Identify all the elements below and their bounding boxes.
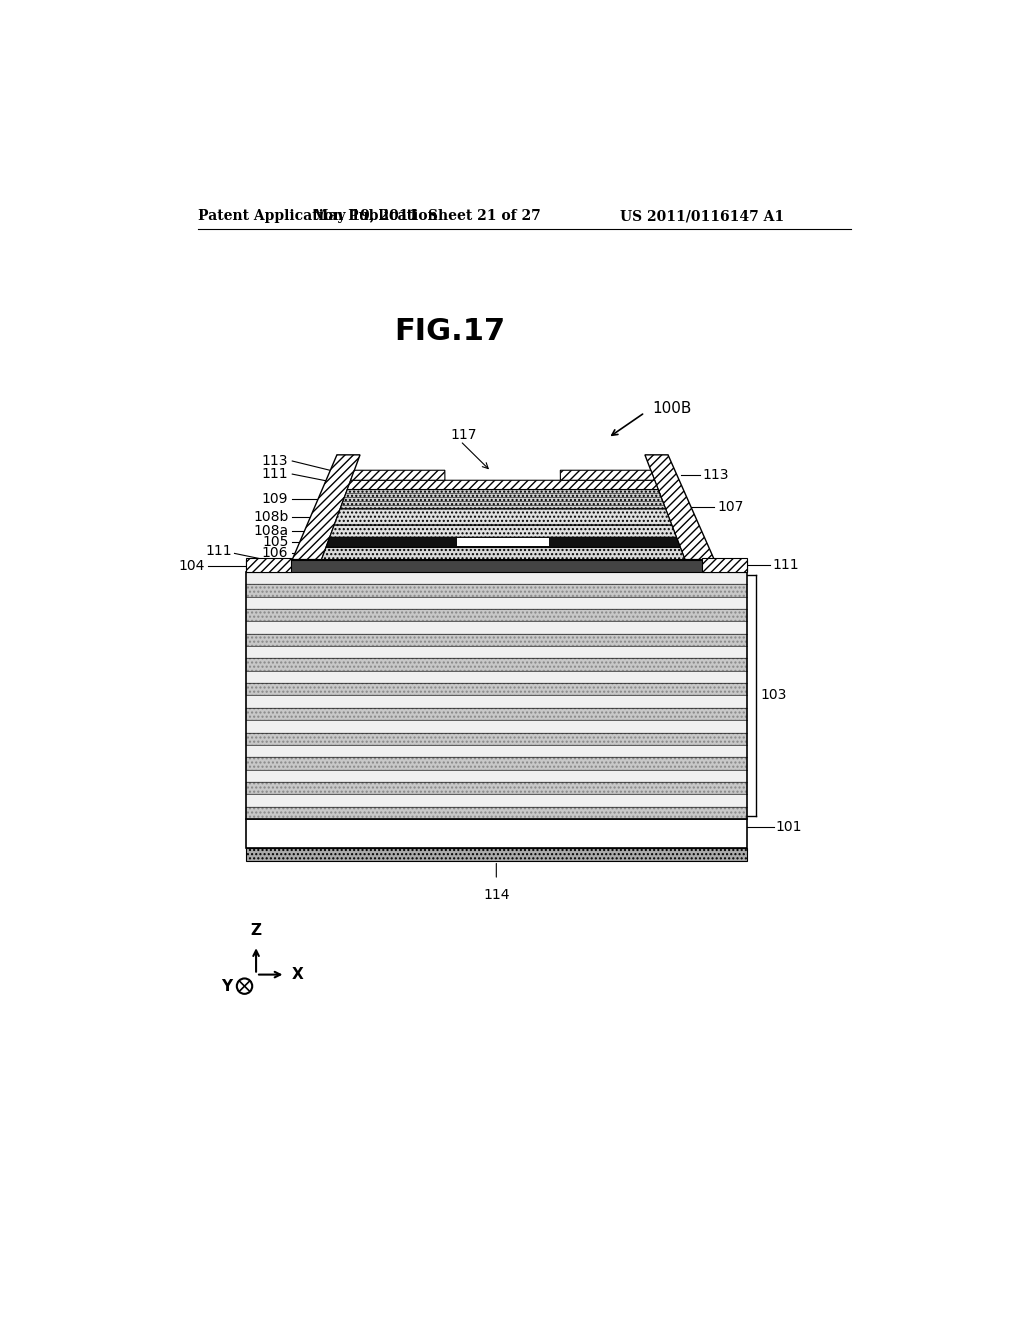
Polygon shape (322, 548, 685, 560)
Bar (246, 609, 746, 622)
Polygon shape (645, 455, 714, 560)
Polygon shape (560, 470, 654, 480)
Bar (246, 585, 746, 597)
Bar (246, 847, 746, 861)
Text: 104: 104 (178, 558, 205, 573)
Text: 108b: 108b (253, 510, 289, 524)
Bar (246, 758, 746, 770)
Bar (246, 572, 746, 585)
Polygon shape (292, 455, 360, 560)
Bar (246, 622, 746, 634)
Bar (246, 684, 746, 696)
Text: Y: Y (221, 978, 232, 994)
Bar (246, 807, 746, 818)
Polygon shape (350, 470, 444, 480)
Bar (457, 539, 549, 546)
Text: 103: 103 (761, 689, 786, 702)
Text: 108a: 108a (253, 524, 289, 539)
Bar (246, 558, 291, 572)
Bar (246, 733, 746, 744)
Bar (246, 795, 746, 807)
Bar (246, 634, 746, 645)
Text: 109: 109 (262, 492, 289, 506)
Text: 113: 113 (702, 469, 729, 482)
Bar (246, 744, 746, 758)
Bar (246, 807, 746, 818)
Polygon shape (340, 490, 666, 508)
Text: 113: 113 (262, 454, 289, 469)
Text: 101: 101 (776, 820, 803, 834)
Bar (246, 585, 746, 597)
Bar (246, 634, 746, 645)
Text: US 2011/0116147 A1: US 2011/0116147 A1 (620, 209, 783, 223)
Polygon shape (347, 480, 658, 490)
Bar (246, 645, 746, 659)
Text: 107: 107 (717, 500, 743, 515)
Bar (246, 721, 746, 733)
Bar (246, 696, 746, 708)
Bar (246, 781, 746, 795)
Bar (246, 818, 746, 847)
Text: 117: 117 (451, 428, 477, 442)
Text: 111: 111 (262, 467, 289, 480)
Bar (246, 684, 746, 696)
Bar (246, 671, 746, 684)
Bar (701, 558, 746, 572)
Text: Z: Z (251, 923, 261, 937)
Text: 111: 111 (772, 558, 799, 572)
Bar (246, 609, 746, 622)
Text: May 19, 2011  Sheet 21 of 27: May 19, 2011 Sheet 21 of 27 (313, 209, 541, 223)
Bar (246, 597, 746, 609)
Polygon shape (334, 508, 672, 525)
Bar (246, 733, 746, 744)
Bar (246, 560, 746, 572)
Bar (246, 708, 746, 721)
Bar (246, 758, 746, 770)
Polygon shape (330, 525, 677, 537)
Text: 100B: 100B (652, 401, 692, 416)
Bar (246, 770, 746, 781)
Text: FIG.17: FIG.17 (394, 317, 506, 346)
Bar (246, 659, 746, 671)
Text: 105: 105 (262, 535, 289, 549)
Bar (246, 708, 746, 721)
Text: 111: 111 (206, 544, 232, 558)
Text: 106: 106 (262, 546, 289, 561)
Bar (246, 659, 746, 671)
Text: 114: 114 (483, 887, 510, 902)
Text: X: X (292, 968, 303, 982)
Text: Patent Application Publication: Patent Application Publication (199, 209, 438, 223)
Bar (246, 572, 746, 818)
Bar (246, 781, 746, 795)
Polygon shape (326, 537, 680, 548)
